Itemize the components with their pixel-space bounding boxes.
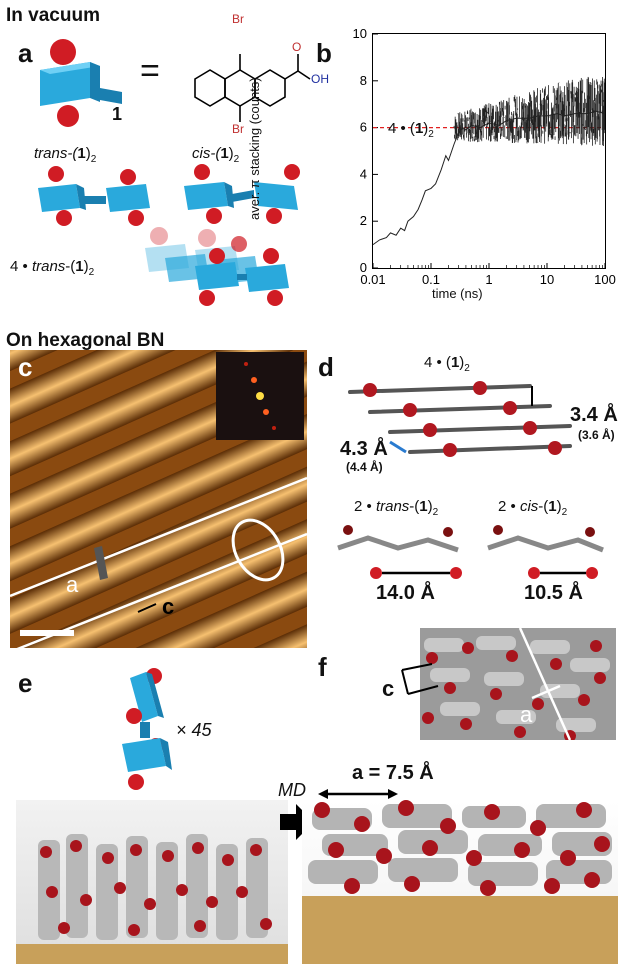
md-top-view: a xyxy=(420,628,616,740)
y-tick-label: 6 xyxy=(360,120,367,135)
y-tick-label: 0 xyxy=(360,260,367,275)
y-tick-label: 10 xyxy=(353,26,367,41)
c-axis-marker xyxy=(401,663,439,695)
section-title-bn: On hexagonal BN xyxy=(6,330,165,351)
panel-label-c: c xyxy=(18,352,33,382)
md-lattice-a: a = 7.5 Å xyxy=(352,762,434,784)
trans-dimer-cartoon xyxy=(38,166,150,226)
four-trans-stack-cartoon xyxy=(145,227,289,306)
panel-label-d: d xyxy=(318,352,334,382)
stacking-distance-sim: (3.6 Å) xyxy=(578,428,615,442)
md-label: MD xyxy=(278,780,306,800)
chemical-structure xyxy=(194,54,311,122)
dimer-pairs-models xyxy=(337,525,604,579)
x-axis-label: time (ns) xyxy=(432,286,483,301)
cis-dimer-label: cis-(1)2 xyxy=(192,145,240,165)
molecule-cartoon xyxy=(40,39,122,127)
trans-pair-distance: 14.0 Å xyxy=(376,582,435,604)
lattice-c-label: c xyxy=(162,594,175,619)
lattice-a-label: a xyxy=(66,572,79,597)
top-view-a-label: a xyxy=(520,702,533,727)
stacking-chart: 0 2 4 6 8 10 0.01 0.1 1 10 100 xyxy=(353,26,616,287)
md-a-arrow xyxy=(318,789,398,799)
stm-image: a c xyxy=(10,350,307,648)
y-axis-label: aver. π stacking (counts) xyxy=(247,77,262,220)
chem-o: O xyxy=(292,40,302,54)
trans-dimer-label: trans-(1)2 xyxy=(34,145,97,165)
offset-distance-sim: (4.4 Å) xyxy=(346,460,383,474)
equals-sign: = xyxy=(140,52,160,90)
series-noise-band xyxy=(453,76,606,146)
y-tick-label: 8 xyxy=(360,73,367,88)
four-trans-label: 4 • trans-(1)2 xyxy=(10,258,95,278)
cis-pair-distance: 10.5 Å xyxy=(524,582,583,604)
md-initial-box xyxy=(16,800,288,964)
reference-line-label: 4 • (1)2 xyxy=(388,120,434,140)
panel-label-b: b xyxy=(316,38,332,68)
x-tick-label: 0.01 xyxy=(360,272,385,287)
stack-side-view xyxy=(348,381,572,457)
chem-br-top: Br xyxy=(232,12,244,26)
replicate-count: × 45 xyxy=(176,720,212,740)
panel-label-e: e xyxy=(18,668,33,698)
offset-distance: 4.3 Å xyxy=(340,438,388,460)
stack-title: 4 • (1)2 xyxy=(424,354,470,374)
x-tick-label: 100 xyxy=(594,272,616,287)
md-arrow-icon xyxy=(280,804,314,840)
chem-oh: OH xyxy=(311,72,329,86)
cis-pair-label: 2 • cis-(1)2 xyxy=(498,498,568,518)
panel-label-a: a xyxy=(18,38,33,68)
section-title-vacuum: In vacuum xyxy=(6,5,100,26)
molecule-index: 1 xyxy=(112,104,123,124)
vertical-dimer-cartoon xyxy=(122,668,172,790)
cis-dimer-cartoon xyxy=(184,164,300,224)
top-view-c-label: c xyxy=(382,676,395,701)
x-tick-label: 0.1 xyxy=(422,272,440,287)
trans-pair-label: 2 • trans-(1)2 xyxy=(354,498,439,518)
x-tick-label: 1 xyxy=(485,272,492,287)
stacking-distance: 3.4 Å xyxy=(570,404,618,426)
stacking-plot-frame xyxy=(372,33,606,269)
y-tick-label: 4 xyxy=(360,166,367,181)
md-final-box xyxy=(302,800,618,964)
x-tick-label: 10 xyxy=(540,272,554,287)
chem-br-bottom: Br xyxy=(232,122,244,136)
y-tick-label: 2 xyxy=(360,213,367,228)
panel-label-f: f xyxy=(318,652,327,682)
